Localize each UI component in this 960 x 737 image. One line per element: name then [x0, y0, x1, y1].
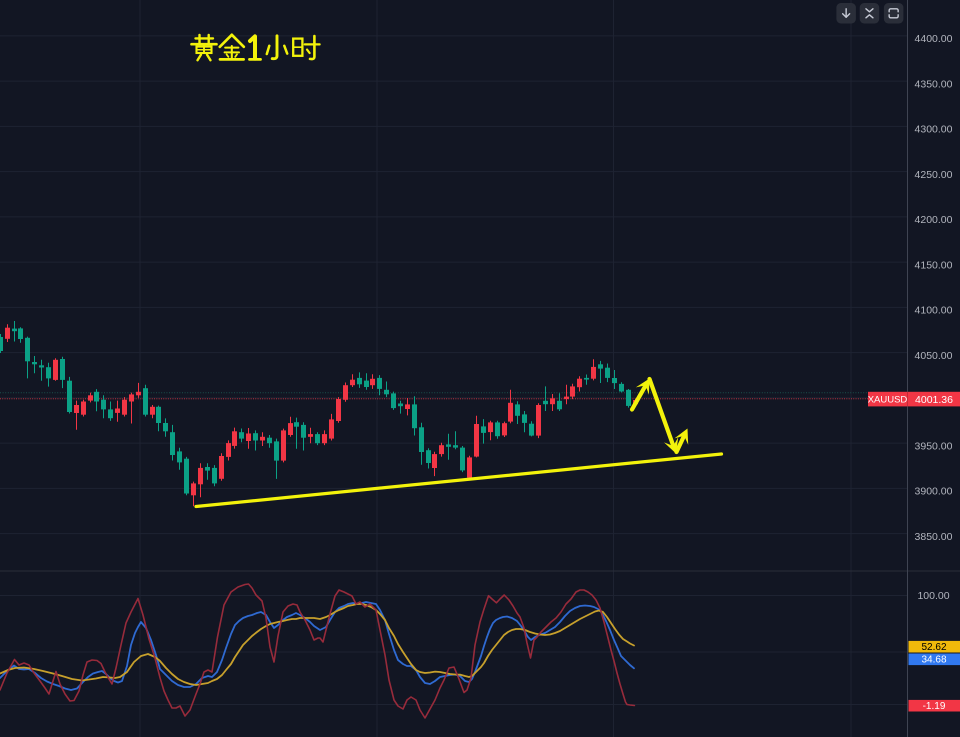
- svg-text:4300.00: 4300.00: [915, 124, 953, 136]
- svg-text:3900.00: 3900.00: [915, 486, 953, 498]
- svg-text:4150.00: 4150.00: [915, 259, 953, 271]
- svg-text:4350.00: 4350.00: [915, 78, 953, 90]
- svg-text:4400.00: 4400.00: [915, 33, 953, 45]
- svg-text:3950.00: 3950.00: [915, 440, 953, 452]
- svg-text:4250.00: 4250.00: [915, 169, 953, 181]
- svg-text:3850.00: 3850.00: [915, 531, 953, 543]
- svg-text:XAUUSD: XAUUSD: [868, 395, 908, 406]
- svg-text:4100.00: 4100.00: [915, 305, 953, 317]
- svg-text:4001.36: 4001.36: [915, 394, 953, 406]
- svg-text:4200.00: 4200.00: [915, 214, 953, 226]
- svg-text:-1.19: -1.19: [923, 701, 946, 712]
- svg-text:100.00: 100.00: [917, 590, 949, 602]
- svg-text:52.62: 52.62: [921, 642, 946, 653]
- svg-text:4050.00: 4050.00: [915, 350, 953, 362]
- svg-text:34.68: 34.68: [921, 655, 946, 666]
